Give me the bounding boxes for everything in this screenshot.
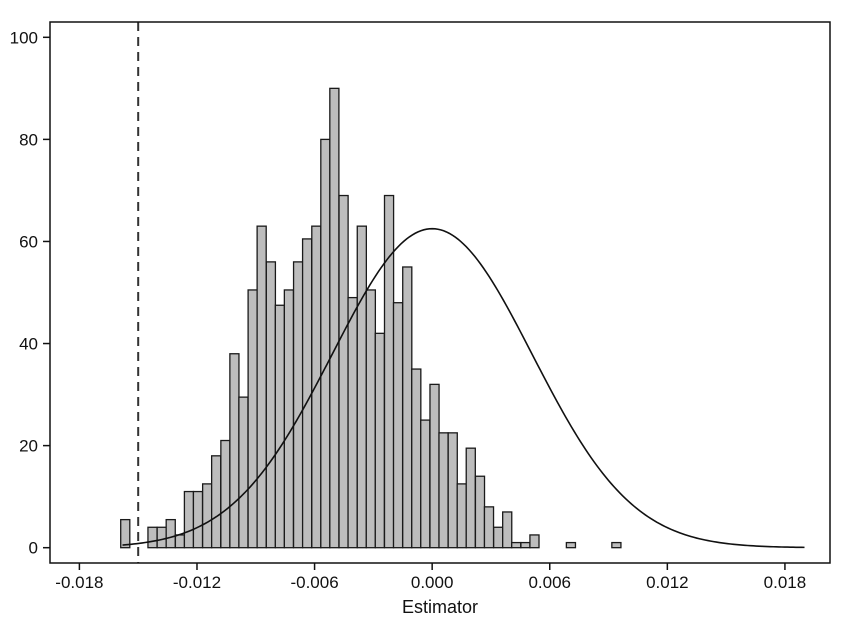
histogram-bar	[265, 261, 277, 549]
y-tick-label: 60	[19, 232, 38, 251]
histogram-bar	[520, 541, 531, 549]
histogram-bar	[147, 526, 158, 549]
histogram-bar	[402, 266, 413, 549]
histogram-bar	[474, 475, 486, 549]
y-tick-label: 100	[10, 28, 38, 47]
histogram-bar	[320, 138, 331, 549]
histogram-bar	[220, 439, 231, 549]
x-tick-label: -0.018	[55, 573, 103, 592]
histogram-bar	[247, 289, 258, 549]
y-tick-label: 80	[19, 130, 38, 149]
histogram-bar	[611, 541, 622, 549]
histogram-bar	[456, 483, 467, 549]
x-axis: -0.018 -0.012 -0.006 0.000 0.006 0.012 0.018	[55, 563, 806, 592]
y-tick-label: 0	[29, 539, 38, 558]
x-tick-label: -0.006	[290, 573, 338, 592]
histogram-bar	[438, 432, 449, 549]
histogram-bar	[383, 194, 395, 549]
histogram-bar	[210, 455, 222, 549]
histogram-bar	[156, 526, 167, 549]
histogram-bar	[120, 518, 131, 549]
histogram-bar	[256, 225, 267, 549]
plot-frame	[49, 21, 831, 564]
histogram-bar	[238, 396, 249, 549]
histogram-bar	[165, 518, 176, 549]
histogram-bar	[229, 353, 240, 549]
x-tick-label: 0.012	[646, 573, 689, 592]
histogram-bar	[447, 432, 458, 549]
histogram-bar	[465, 447, 476, 549]
histogram-bars	[120, 87, 622, 549]
y-tick-label: 20	[19, 437, 38, 456]
histogram-bar	[329, 87, 340, 549]
histogram-bar	[292, 261, 304, 549]
x-tick-label: 0.000	[411, 573, 454, 592]
histogram-bar	[347, 296, 358, 549]
y-tick-label: 40	[19, 335, 38, 354]
y-axis: 0 20 40 60 80 100	[10, 28, 50, 558]
histogram-bar	[356, 225, 368, 549]
histogram-bar	[429, 383, 440, 549]
histogram-bar	[301, 238, 313, 549]
x-axis-title: Estimator	[402, 597, 478, 617]
histogram-bar	[511, 541, 522, 549]
histogram-bar	[311, 225, 322, 549]
histogram-bar	[493, 526, 504, 549]
histogram-bar	[411, 368, 422, 549]
histogram-bar	[283, 289, 295, 549]
histogram-bar	[201, 483, 213, 549]
histogram-bar	[502, 511, 513, 549]
histogram-bar	[529, 534, 540, 549]
histogram-bar	[174, 534, 186, 549]
histogram-bar	[483, 506, 495, 549]
x-tick-label: 0.006	[528, 573, 571, 592]
x-tick-label: 0.018	[764, 573, 807, 592]
histogram-bar	[183, 490, 195, 549]
x-tick-label: -0.012	[173, 573, 221, 592]
histogram-bar	[274, 304, 286, 549]
histogram-bar	[338, 194, 349, 549]
histogram-bar	[420, 419, 431, 549]
histogram-bar	[565, 541, 577, 549]
histogram-bar	[365, 289, 377, 549]
histogram-bar	[374, 332, 386, 549]
histogram-bar	[392, 302, 404, 549]
density-curve	[122, 227, 805, 549]
histogram-bar	[192, 490, 204, 549]
